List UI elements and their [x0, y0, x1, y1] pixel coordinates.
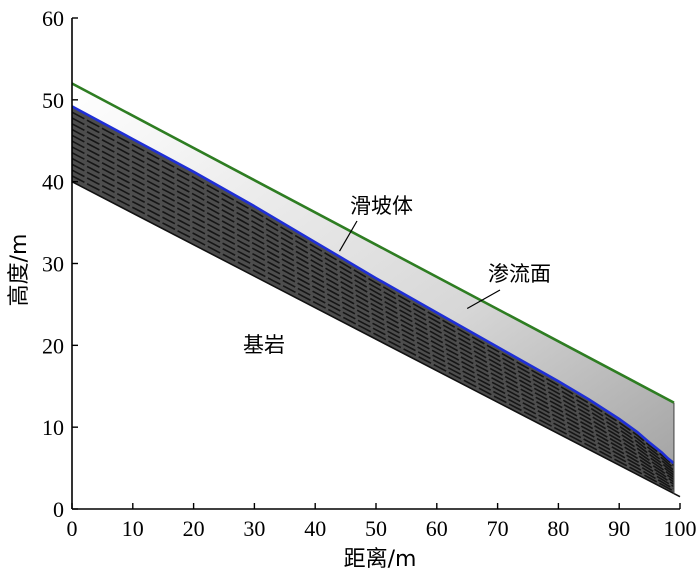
y-tick-label: 0: [53, 497, 64, 522]
series-layer: [71, 82, 681, 498]
x-tick-label: 0: [67, 516, 78, 541]
annotation-seepage-surface-leader: [466, 289, 501, 310]
annotation-slide-body: 滑坡体: [350, 194, 413, 218]
y-tick-label: 20: [42, 333, 64, 358]
flow-line: [71, 140, 675, 478]
flow-line: [71, 146, 675, 481]
flow-line: [71, 134, 675, 476]
flow-line: [71, 151, 675, 483]
flow-line: [71, 128, 675, 474]
bedrock-surface-line: [71, 180, 681, 498]
x-axis-label: 距离/m: [344, 547, 417, 572]
x-tick-label: 30: [243, 516, 265, 541]
x-tick-label: 70: [487, 516, 509, 541]
y-tick-label: 50: [42, 88, 64, 113]
slope-surface-line: [71, 82, 675, 404]
y-tick-label: 30: [42, 252, 64, 277]
flow-lines: [71, 111, 675, 492]
flow-line: [71, 117, 675, 469]
flow-line: [71, 175, 675, 492]
annotation-slide-body-leader: [339, 220, 358, 252]
seepage-surface-line: [71, 105, 675, 465]
x-tick-label: 80: [547, 516, 569, 541]
x-tick-label: 50: [365, 516, 387, 541]
y-axis-label: 高度/m: [7, 234, 32, 307]
annotation-bedrock: 基岩: [243, 333, 285, 357]
x-axis-ticks: 0 10 20 30 40 50 60 70 80 90 100: [67, 503, 697, 541]
flow-line: [71, 123, 675, 471]
plot-area: [71, 83, 675, 494]
flow-line: [71, 157, 675, 485]
y-tick-label: 40: [42, 170, 64, 195]
x-tick-label: 90: [608, 516, 630, 541]
flow-line: [71, 169, 675, 490]
annotation-seepage-surface: 渗流面: [488, 262, 551, 286]
y-tick-label: 60: [42, 6, 64, 31]
x-tick-label: 60: [426, 516, 448, 541]
x-tick-label: 100: [664, 516, 697, 541]
x-tick-label: 20: [183, 516, 205, 541]
flow-line: [71, 163, 675, 488]
y-tick-label: 10: [42, 415, 64, 440]
flow-line: [71, 111, 675, 467]
x-tick-label: 10: [122, 516, 144, 541]
y-axis-ticks: 0 10 20 30 40 50 60: [42, 6, 78, 522]
x-tick-label: 40: [304, 516, 326, 541]
